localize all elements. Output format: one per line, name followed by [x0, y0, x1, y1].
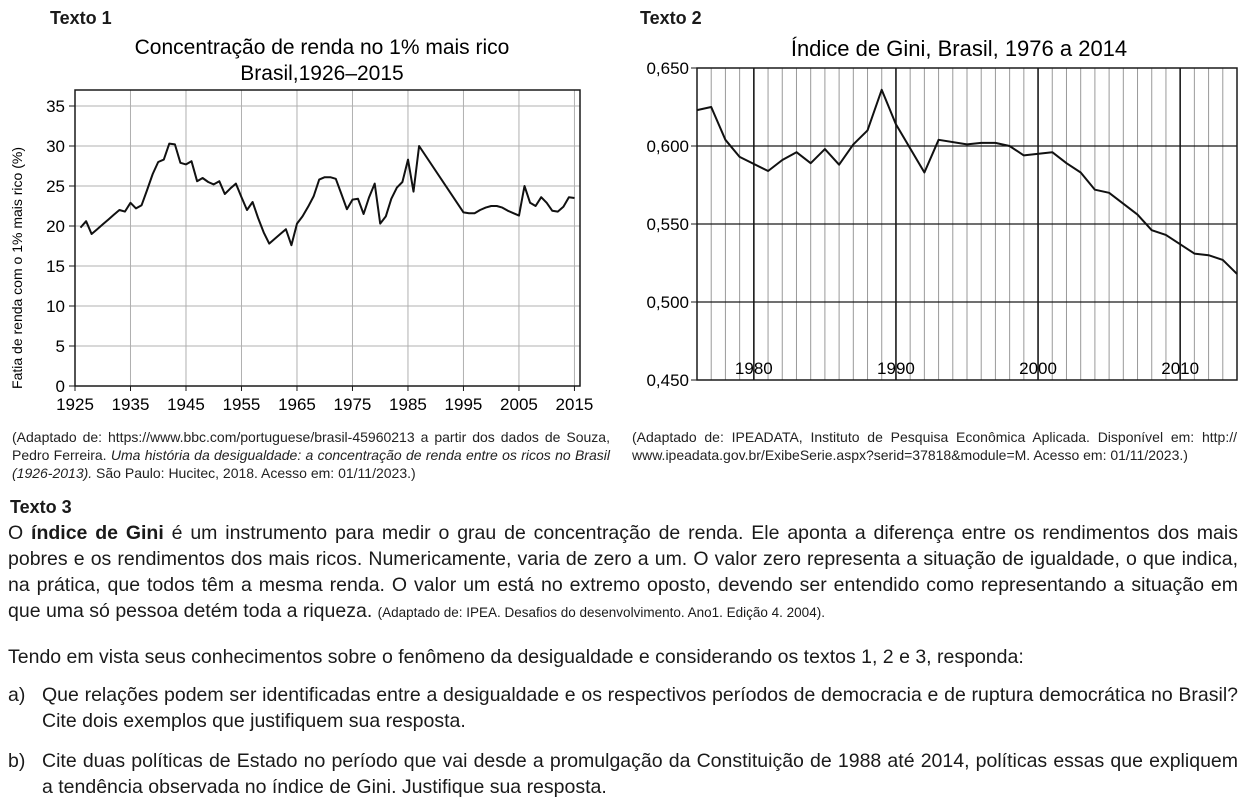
chart1-xtick-label: 1985	[389, 395, 427, 414]
texto3-heading: Texto 3	[10, 497, 72, 517]
chart2-tick-labels: 1980 1990 2000 2010 0,450 0,500 0,550 0,600 0,65…	[646, 59, 1199, 390]
texto3-bold-term: índice de Gini	[31, 522, 164, 544]
chart2-series-wrap	[696, 88, 1238, 275]
question-b-letter: b)	[8, 750, 26, 772]
chart1-gridlines	[69, 90, 580, 391]
chart2-title: Índice de Gini, Brasil, 1976 a 2014	[791, 36, 1127, 61]
question-prompt: Tendo em vista seus conhecimentos sobre …	[8, 646, 1024, 668]
chart1-ytick-label: 35	[46, 97, 65, 116]
chart1-ytick-label: 30	[46, 137, 65, 156]
chart1-series-line	[79, 142, 575, 247]
texto1-source-italic: Uma história da desigualdade: a concentr…	[12, 447, 610, 481]
question-a-text: Que relações podem ser identificadas ent…	[42, 684, 1238, 732]
chart2-xtick-label: 2010	[1161, 359, 1199, 378]
chart1-xtick-label: 1975	[334, 395, 372, 414]
chart1-tick-labels: 1925 1935 1945 1955 1965 1975 1985 1995 2005 2015…	[46, 97, 593, 414]
chart2-plot-frame	[696, 67, 1238, 381]
chart2-xtick-label: 2000	[1019, 359, 1057, 378]
texto1-source-prefix: (Adaptado de: https://www.bbc.com/portug…	[12, 429, 610, 463]
chart1-ytick-label: 15	[46, 257, 65, 276]
chart2-ytick-label: 0,450	[646, 371, 689, 390]
chart2-ytick-label: 0,500	[646, 293, 689, 312]
chart1-title: Concentração de renda no 1% mais rico	[135, 36, 510, 59]
chart2-ytick-label: 0,550	[646, 215, 689, 234]
question-a-letter: a)	[8, 684, 26, 706]
chart1-plot-frame	[74, 89, 581, 387]
chart1-xtick-label: 1955	[223, 395, 261, 414]
chart1-xtick-label: 2005	[500, 395, 538, 414]
question-b: b) Cite duas políticas de Estado no perí…	[8, 748, 1238, 800]
chart2-series-line	[696, 88, 1238, 275]
chart1-xtick-label: 1995	[445, 395, 483, 414]
chart1-xtick-label: 2015	[556, 395, 594, 414]
chart1-ytick-label: 5	[56, 337, 65, 356]
chart2-xtick-label: 1990	[877, 359, 915, 378]
texto3-body: é um instrumento para medir o grau de co…	[8, 522, 1238, 622]
chart1-xtick-label: 1965	[278, 395, 316, 414]
texto3-lead: O	[8, 522, 32, 544]
chart1-ylabel: Fatia de renda com o 1% mais rico (%)	[9, 147, 25, 389]
texto1-heading: Texto 1	[50, 8, 112, 28]
chart1-xtick-label: 1935	[112, 395, 150, 414]
chart-income-concentration: Concentração de renda no 1% mais rico Br…	[9, 36, 593, 414]
question-b-text: Cite duas políticas de Estado no período…	[42, 750, 1238, 798]
texto3-paragraph: O índice de Gini é um instrumento para m…	[8, 520, 1238, 626]
chart1-ytick-label: 20	[46, 217, 65, 236]
texto1-source: (Adaptado de: https://www.bbc.com/portug…	[12, 428, 610, 482]
chart2-gridlines	[691, 67, 1237, 381]
texto2-heading: Texto 2	[640, 8, 702, 28]
chart1-ytick-label: 0	[56, 377, 65, 396]
chart1-subtitle: Brasil,1926–2015	[240, 62, 403, 85]
chart1-series-wrap	[79, 142, 575, 247]
chart1-ytick-label: 25	[46, 177, 65, 196]
chart1-xtick-label: 1925	[56, 395, 94, 414]
question-a: a) Que relações podem ser identificadas …	[8, 682, 1238, 734]
chart2-xtick-label: 1980	[735, 359, 773, 378]
texto3-source: (Adaptado de: IPEA. Desafios do desenvol…	[377, 605, 825, 620]
chart-gini-index: Índice de Gini, Brasil, 1976 a 2014 1980…	[646, 36, 1238, 390]
chart1-xtick-label: 1945	[167, 395, 205, 414]
chart2-ytick-label: 0,650	[646, 59, 689, 78]
chart1-ytick-label: 10	[46, 297, 65, 316]
texto2-source: (Adaptado de: IPEADATA, Instituto de Pes…	[632, 429, 1237, 463]
texto1-source-suffix: São Paulo: Hucitec, 2018. Acesso em: 01/…	[92, 465, 416, 481]
chart2-ytick-label: 0,600	[646, 137, 689, 156]
